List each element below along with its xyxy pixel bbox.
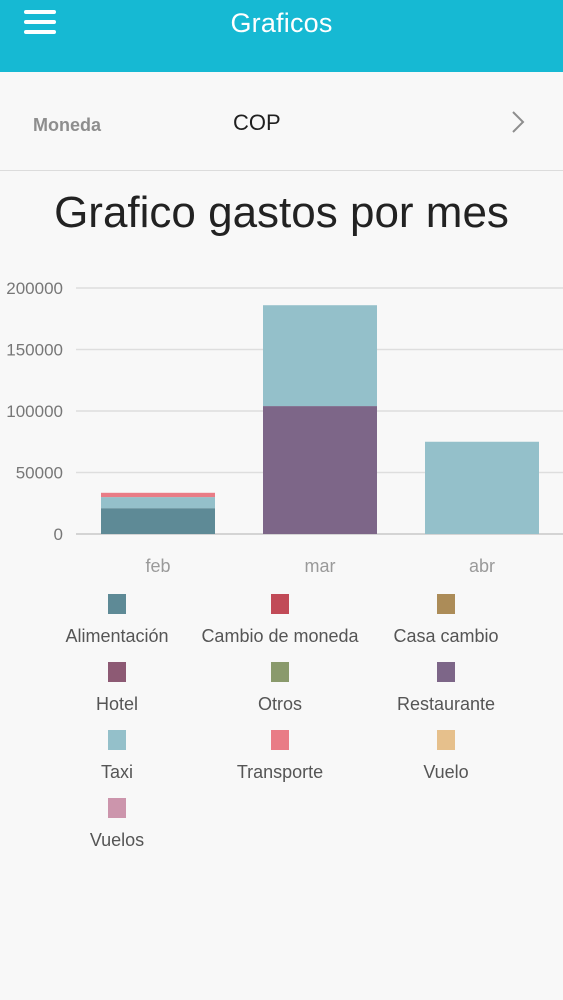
x-tick-label: abr — [469, 556, 495, 576]
app-bar: Graficos — [0, 0, 563, 72]
legend-swatch — [271, 662, 289, 682]
legend-label: Casa cambio — [393, 626, 499, 646]
legend-swatch — [271, 594, 289, 614]
legend-item: Vuelo — [356, 730, 536, 783]
legend-label: Taxi — [100, 762, 133, 782]
legend-swatch — [437, 662, 455, 682]
legend-item: Restaurante — [356, 662, 536, 715]
currency-label: Moneda — [33, 115, 102, 135]
y-tick-label: 50000 — [16, 464, 63, 483]
legend-item: Hotel — [27, 662, 207, 715]
bar-mar-taxi — [263, 305, 377, 407]
legend-item: Alimentación — [27, 594, 207, 647]
currency-selector[interactable]: Moneda COP — [0, 72, 563, 171]
bar-feb-transporte — [101, 492, 215, 498]
x-tick-label: mar — [305, 556, 336, 576]
bar-mar-restaurante — [263, 406, 377, 534]
chart-title: Grafico gastos por mes — [54, 188, 509, 237]
y-tick-label: 100000 — [6, 402, 63, 421]
y-tick-label: 200000 — [6, 279, 63, 298]
legend-label: Cambio de moneda — [201, 626, 359, 646]
legend-label: Vuelo — [423, 762, 469, 782]
y-tick-label: 0 — [54, 525, 63, 544]
x-tick-label: feb — [145, 556, 170, 576]
legend-item: Cambio de moneda — [190, 594, 370, 647]
bar-chart: 0 50000 100000 150000 200000 feb mar abr — [6, 279, 563, 576]
bar-abr-taxi — [425, 441, 539, 534]
menu-button[interactable] — [24, 8, 58, 38]
legend-label: Transporte — [236, 762, 324, 782]
bar-feb-taxi — [101, 497, 215, 509]
legend-label: Otros — [257, 694, 302, 714]
y-tick-label: 150000 — [6, 341, 63, 360]
chevron-right-icon — [512, 111, 525, 133]
menu-icon-bar-3 — [24, 30, 56, 34]
legend-swatch — [108, 594, 126, 614]
legend-swatch — [271, 730, 289, 750]
legend-swatch — [108, 798, 126, 818]
legend-item: Otros — [190, 662, 370, 715]
legend-swatch — [437, 730, 455, 750]
legend-swatch — [108, 662, 126, 682]
legend-item: Casa cambio — [356, 594, 536, 647]
legend-swatch — [437, 594, 455, 614]
legend-item: Vuelos — [27, 798, 207, 851]
legend-label: Vuelos — [89, 830, 145, 850]
legend-label: Restaurante — [396, 694, 496, 714]
legend-swatch — [108, 730, 126, 750]
legend-label: Hotel — [95, 694, 139, 714]
page-title: Graficos — [230, 8, 333, 38]
legend-item: Transporte — [190, 730, 370, 783]
legend-label: Alimentación — [65, 626, 169, 646]
menu-icon-bar-1 — [24, 10, 56, 14]
currency-value: COP — [233, 110, 281, 135]
menu-icon-bar-2 — [24, 20, 56, 24]
bar-feb-alimentación — [101, 508, 215, 534]
legend-item: Taxi — [27, 730, 207, 783]
